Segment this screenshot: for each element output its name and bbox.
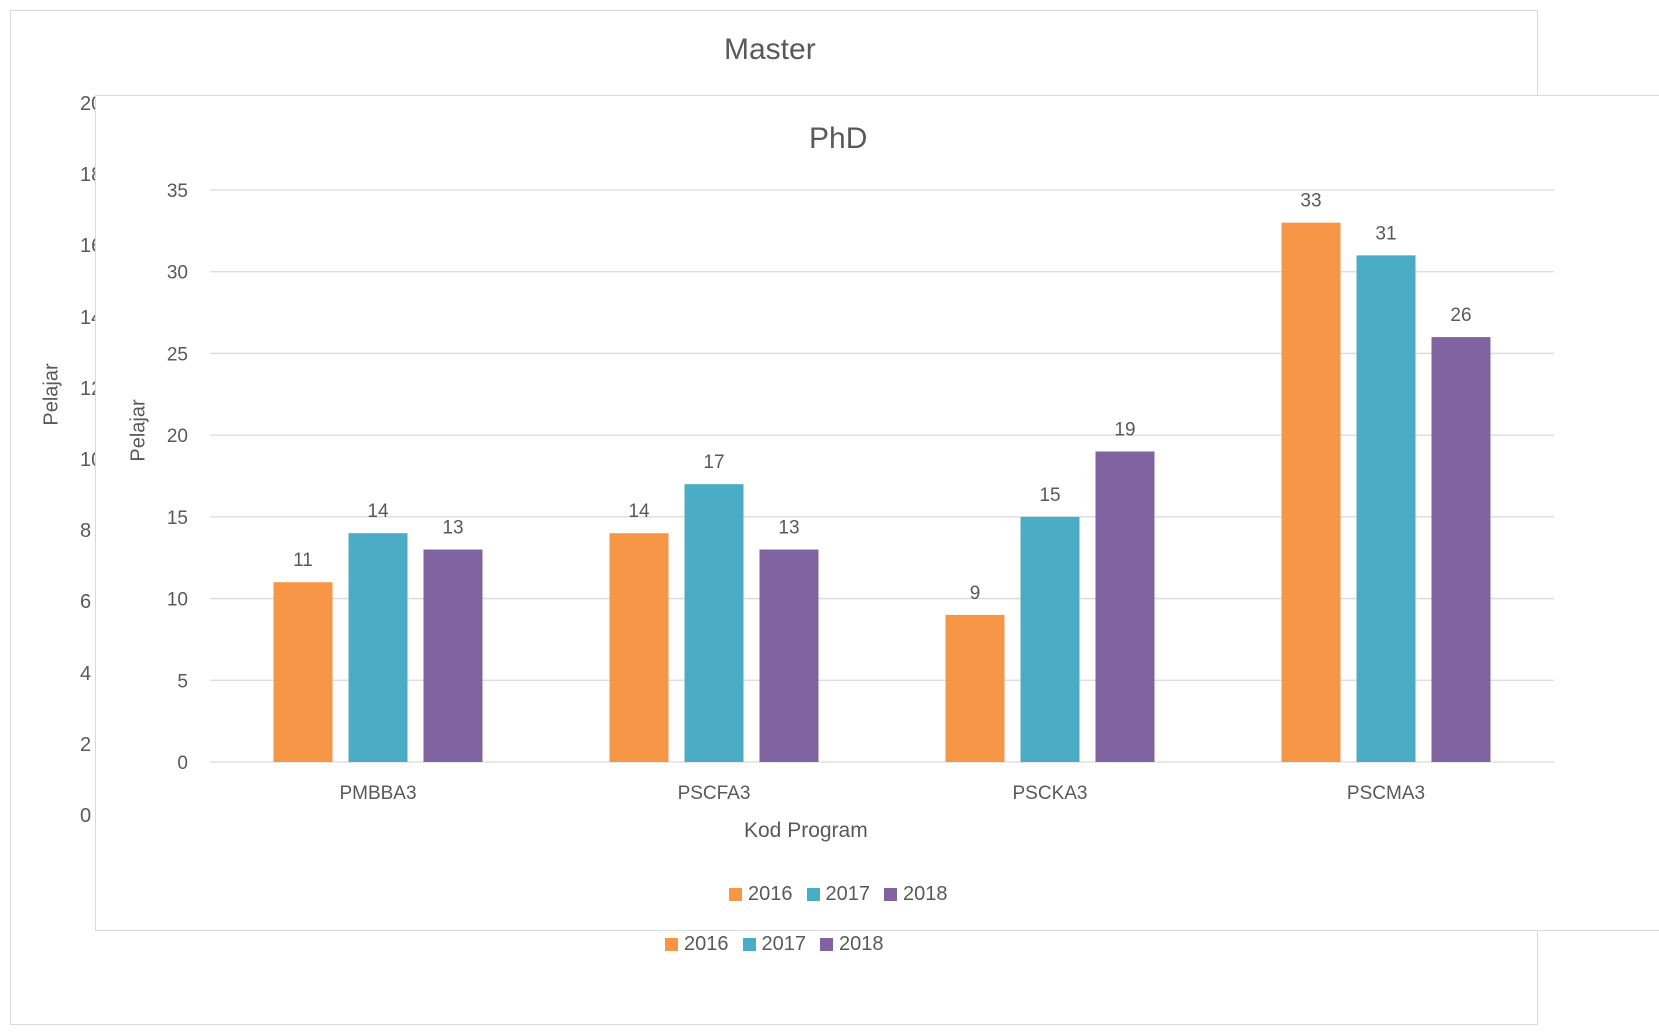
y-tick-label: 20 [167,426,188,447]
bar-2016-PMBBA3 [273,582,333,762]
data-label: 17 [703,452,724,473]
legend-label: 2017 [761,933,807,955]
legend-swatch [729,888,742,901]
phd-chart: PhD Pelajar 0 5 10 15 20 25 30 35 11 14 13 PMBBA3 14… [95,95,1659,931]
y-tick-label: 35 [167,181,188,202]
master-legend-item-2018: 2018 [820,933,884,956]
legend-label: 2018 [839,933,884,955]
data-label: 31 [1375,223,1396,244]
phd-legend-item-2018: 2018 [884,883,948,906]
x-tick-label: PSCKA3 [1013,783,1088,804]
legend-label: 2016 [748,883,793,905]
data-label: 15 [1039,485,1060,506]
x-tick-label: PMBBA3 [339,783,416,804]
legend-swatch [742,938,756,951]
bar-2017-PSCMA3 [1356,255,1416,762]
y-tick-label: 5 [177,671,188,692]
master-y-tick-label: 6 [80,591,92,614]
phd-plot-area: 0 5 10 15 20 25 30 35 11 14 13 PMBBA3 14 17 13 PSCFA3 9 1… [167,181,1554,804]
legend-swatch [806,888,820,901]
master-y-tick-label: 8 [80,520,92,543]
y-tick-label: 25 [167,344,188,365]
y-tick-label: 30 [167,263,188,284]
phd-chart-title: PhD [809,122,868,155]
bar-2018-PSCFA3 [759,549,819,762]
master-legend-item-2016: 2016 [665,933,729,956]
data-label: 14 [367,501,389,522]
legend-label: 2018 [903,883,948,905]
bar-2018-PSCMA3 [1431,337,1491,762]
x-tick-label: PSCFA3 [678,783,751,804]
data-label: 11 [293,550,313,571]
x-tick-label: PSCMA3 [1347,783,1425,804]
phd-x-axis-label: Kod Program [744,819,868,842]
legend-swatch [665,938,678,951]
data-label: 14 [628,501,650,522]
master-y-tick-label: 2 [80,733,92,756]
legend-swatch [884,888,897,901]
bar-2017-PMBBA3 [348,533,408,762]
phd-legend: 2016 2017 2018 [729,883,962,906]
data-label: 19 [1114,419,1135,440]
bar-2017-PSCKA3 [1020,516,1080,762]
legend-swatch [820,938,833,951]
bar-2016-PSCKA3 [945,614,1005,762]
data-label: 26 [1450,305,1471,326]
master-legend-item-2017: 2017 [742,933,807,956]
y-tick-label: 0 [177,753,188,774]
data-label: 33 [1300,191,1321,212]
master-chart-title: Master [724,33,816,66]
legend-label: 2016 [684,933,729,955]
master-y-tick-label: 0 [80,805,92,827]
phd-legend-item-2017: 2017 [806,883,871,906]
master-y-axis-label: Pelajar [40,363,63,426]
bar-2017-PSCFA3 [684,484,744,762]
data-label: 9 [970,583,981,604]
bar-2018-PSCKA3 [1095,451,1155,762]
legend-label: 2017 [825,883,871,905]
y-tick-label: 15 [167,508,188,529]
master-legend: 2016 2017 2018 [665,933,898,956]
phd-legend-item-2016: 2016 [729,883,793,906]
bar-2016-PSCMA3 [1281,222,1341,762]
bar-2018-PMBBA3 [423,549,483,762]
data-label: 13 [778,518,799,539]
y-tick-label: 10 [167,590,188,611]
bar-2016-PSCFA3 [609,533,669,762]
master-y-tick-label: 4 [80,662,92,685]
data-label: 13 [442,518,463,539]
